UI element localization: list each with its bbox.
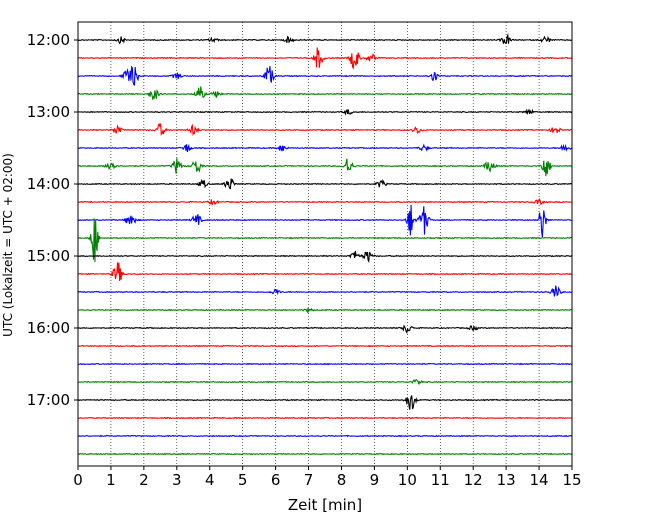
x-tick-label: 11 [431,471,450,489]
trace-line-1230 [77,65,573,86]
trace-line-1300 [77,108,573,116]
trace-line-1430 [77,204,573,238]
trace-line-1315 [77,122,573,137]
trace-line-1245 [77,86,573,100]
y-axis-label: UTC (Lokalzeit = UTC + 02:00) [1,153,15,337]
trace-line-1715 [77,416,573,420]
trace-line-1200 [77,33,573,45]
x-tick-label: 8 [337,471,347,489]
trace-line-1515 [77,262,573,282]
trace-line-1330 [77,143,573,153]
x-tick-label: 9 [370,471,380,489]
y-tick-label: 13:00 [27,103,70,121]
trace-line-1415 [77,197,573,206]
axes-frame [77,21,573,467]
x-tick-label: 4 [205,471,215,489]
trace-line-1730 [77,434,573,438]
x-tick-label: 3 [172,471,182,489]
x-tick-label: 1 [106,471,116,489]
x-tick-label: 13 [497,471,516,489]
y-tick-label: 15:00 [27,247,70,265]
y-tick-label: 12:00 [27,31,70,49]
y-tick-label: 16:00 [27,319,70,337]
y-tick-label: 17:00 [27,391,70,409]
x-tick-label: 10 [398,471,417,489]
trace-series [77,33,573,456]
trace-line-1600 [77,324,573,334]
trace-line-1745 [77,452,573,456]
x-tick-label: 0 [73,471,83,489]
y-axis-ticks: 12:00 13:00 14:00 15:00 16:00 17:00 [27,31,78,409]
trace-line-1445 [77,218,573,263]
trace-line-1530 [77,285,573,297]
trace-line-1700 [77,395,573,410]
trace-line-1545 [77,307,573,314]
x-tick-label: 12 [464,471,483,489]
trace-line-1630 [77,362,573,366]
x-tick-label: 7 [304,471,314,489]
y-tick-label: 14:00 [27,175,70,193]
trace-line-1345 [77,158,573,177]
trace-line-1215 [77,47,573,70]
x-axis-label: Zeit [min] [288,496,362,514]
x-tick-label: 15 [562,471,581,489]
trace-line-1615 [77,344,573,348]
x-tick-label: 14 [530,471,549,489]
x-gridlines [110,22,540,466]
x-tick-label: 2 [139,471,149,489]
trace-line-1500 [77,250,573,264]
x-tick-label: 5 [238,471,248,489]
x-tick-label: 6 [271,471,281,489]
trace-line-1645 [77,378,573,385]
x-axis-ticks: 0 1 2 3 4 5 6 7 8 9 10 11 12 13 14 15 [73,466,582,489]
trace-line-1400 [77,178,573,190]
